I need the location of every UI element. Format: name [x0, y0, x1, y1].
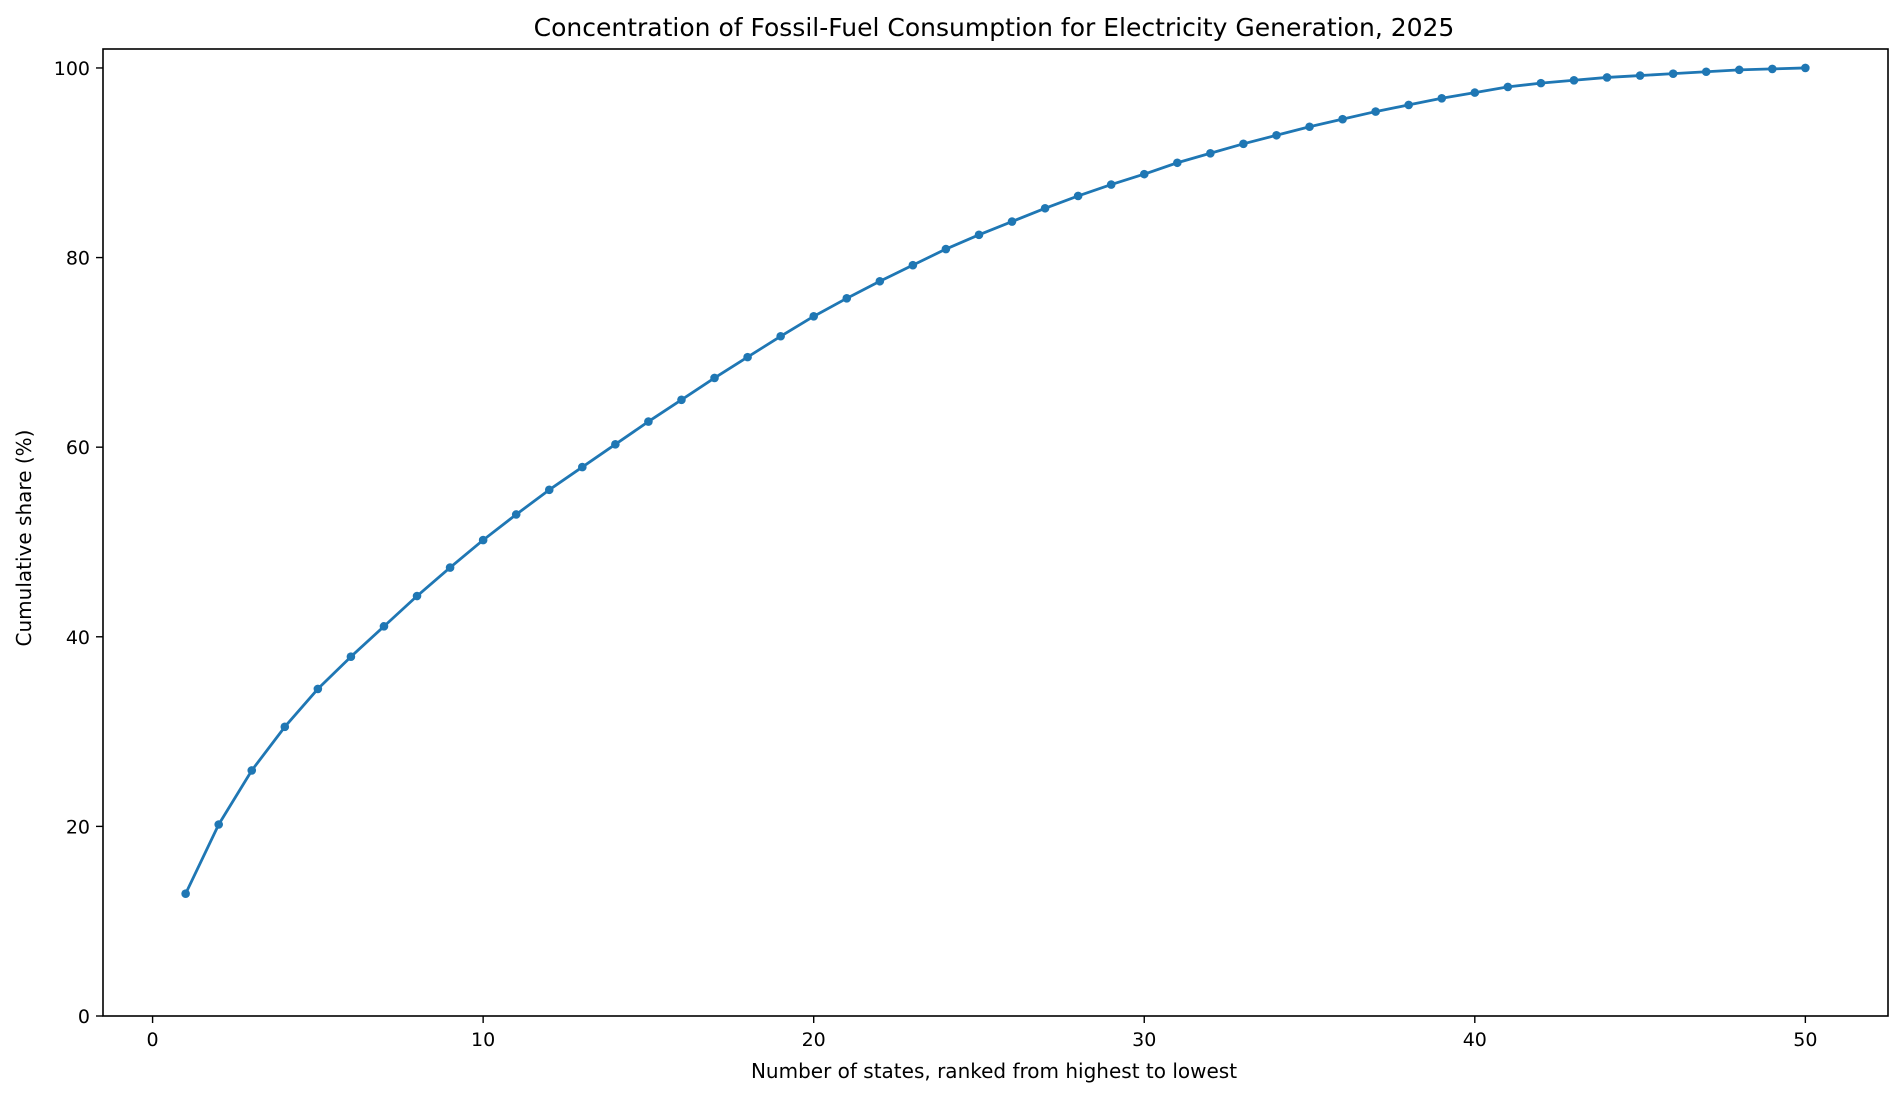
data-point	[478, 535, 488, 545]
data-point	[511, 510, 521, 519]
y-axis-label: Cumulative share (%)	[12, 430, 36, 647]
y-tick-label: 60	[66, 437, 90, 459]
x-tick-label: 0	[147, 1029, 159, 1051]
data-point	[280, 722, 290, 732]
x-tick-label: 50	[1793, 1029, 1817, 1051]
series-line	[184, 66, 1807, 896]
data-point	[1106, 180, 1116, 189]
data-point	[214, 820, 223, 829]
axes-frame	[102, 48, 1889, 1017]
data-point	[1305, 122, 1314, 132]
data-point	[379, 622, 389, 631]
y-tick-label: 40	[66, 627, 90, 649]
data-point	[974, 230, 984, 240]
data-point	[1536, 78, 1546, 88]
data-point	[743, 352, 752, 362]
data-point	[181, 889, 190, 899]
data-point	[1602, 73, 1612, 82]
data-point	[1801, 63, 1810, 73]
data-point	[1404, 100, 1413, 110]
data-point	[941, 244, 951, 254]
data-point	[875, 276, 885, 286]
data-point	[1139, 169, 1149, 179]
data-point	[611, 440, 620, 449]
data-point	[1437, 93, 1447, 103]
x-tick-label: 30	[1132, 1029, 1156, 1051]
data-point	[1272, 130, 1281, 140]
y-tick-label: 100	[54, 58, 90, 80]
data-point	[1635, 71, 1645, 80]
data-point	[1668, 69, 1678, 78]
data-point	[1734, 65, 1744, 75]
data-point	[710, 373, 719, 383]
plot-area: 0 10 20 30 40 50 0 20 40 60 80 100	[54, 48, 1889, 1051]
data-point	[1371, 107, 1380, 116]
data-point	[677, 395, 686, 405]
x-tick-label: 20	[802, 1029, 826, 1051]
data-point	[809, 312, 818, 321]
data-point	[1701, 67, 1711, 77]
data-point	[346, 652, 356, 661]
x-tick-label: 10	[471, 1029, 495, 1051]
data-point	[644, 417, 653, 426]
y-tick-label: 20	[66, 816, 90, 838]
data-point	[1173, 158, 1182, 168]
data-point	[1470, 88, 1480, 97]
x-tick-label: 40	[1463, 1029, 1487, 1051]
y-tick-label: 0	[78, 1006, 90, 1028]
data-point	[313, 684, 323, 694]
data-point	[842, 294, 852, 303]
data-point	[1007, 217, 1017, 226]
data-point	[1206, 148, 1215, 158]
data-point	[1239, 139, 1248, 149]
data-point	[544, 485, 554, 495]
data-point	[578, 462, 587, 472]
data-point	[1768, 64, 1777, 74]
data-point	[412, 591, 422, 601]
data-point	[1569, 75, 1579, 85]
data-point	[1503, 82, 1513, 92]
data-point	[908, 260, 918, 270]
y-tick-label: 80	[66, 248, 90, 270]
data-point	[776, 331, 785, 341]
data-point	[247, 766, 257, 775]
data-point	[445, 563, 455, 572]
data-point	[1338, 114, 1347, 124]
chart-title: Concentration of Fossil-Fuel Consumption…	[534, 13, 1455, 42]
data-point	[1073, 191, 1083, 201]
data-point	[1040, 203, 1050, 213]
x-axis-label: Number of states, ranked from highest to…	[751, 1059, 1237, 1083]
